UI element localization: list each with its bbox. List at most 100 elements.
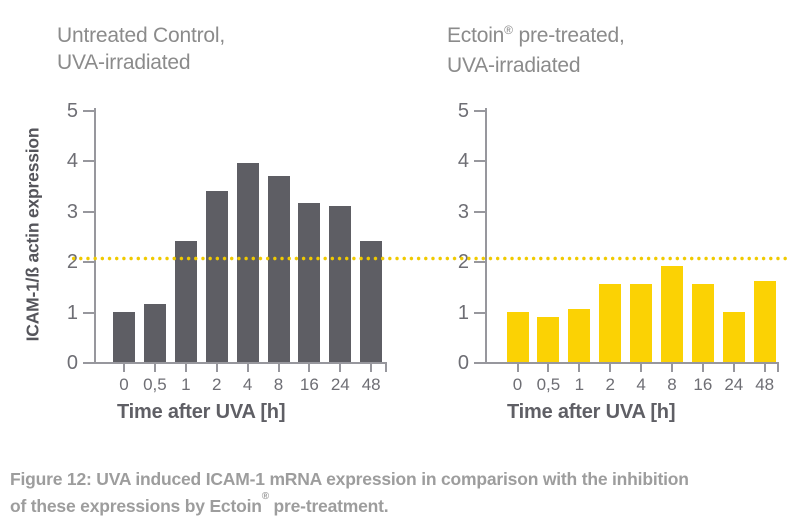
- right-chart-x-tick-label: 16: [693, 375, 713, 394]
- left-chart-x-tick: [370, 364, 373, 372]
- left-chart-bar: [360, 241, 383, 362]
- right-chart-bar: [568, 309, 591, 362]
- right-chart-y-axis: [485, 108, 487, 364]
- right-chart-y-tick-label: 4: [457, 150, 469, 173]
- left-chart-y-tick-label: 1: [66, 301, 78, 324]
- right-chart-y-tick-label: 3: [457, 200, 469, 223]
- left-chart-x-tick: [308, 364, 311, 372]
- left-chart-x-tick: [246, 364, 249, 372]
- registered-trademark-symbol: ®: [504, 23, 513, 37]
- right-chart-title-line2: UVA-irradiated: [447, 54, 581, 77]
- left-chart-x-tick-label: 2: [211, 375, 222, 394]
- right-chart-bar: [506, 311, 529, 362]
- right-chart-bar: [722, 311, 745, 362]
- right-chart-x-tick: [516, 364, 519, 372]
- right-chart-x-tick: [701, 364, 704, 372]
- right-chart-y-tick-label: 1: [457, 301, 469, 324]
- right-chart-x-tick-label: 48: [755, 375, 775, 394]
- right-chart-title-rest: pre-treated,: [512, 24, 625, 47]
- left-x-axis-title: Time after UVA [h]: [117, 401, 286, 423]
- left-chart-x-tick-label: 8: [273, 375, 284, 394]
- left-chart-y-tick: [83, 160, 94, 163]
- left-chart-y-tick: [83, 110, 94, 112]
- left-chart-x-tick: [277, 364, 280, 372]
- left-chart-y-tick: [83, 210, 94, 213]
- left-chart-x-tick-label: 0,5: [143, 375, 167, 394]
- brand-name: Ectoin: [447, 24, 505, 47]
- right-chart-x-tick-label: 8: [667, 375, 677, 394]
- right-x-axis-title: Time after UVA [h]: [507, 401, 676, 423]
- right-chart-bar: [630, 283, 653, 362]
- left-chart-x-tick-label: 48: [361, 375, 381, 394]
- right-chart-x-tick-label: 4: [636, 375, 646, 394]
- registered-trademark-symbol: ®: [261, 491, 269, 502]
- right-chart-y-tick-label: 5: [457, 100, 469, 122]
- left-chart-y-tick-label: 5: [66, 100, 78, 122]
- right-chart-y-tick-label: 2: [457, 251, 469, 274]
- right-chart-title: Ectoin® pre-treated, UVA-irradiated: [447, 22, 625, 79]
- right-chart-x-tick: [640, 364, 643, 372]
- left-chart-y-tick-label: 2: [66, 251, 78, 274]
- left-chart-bar: [143, 304, 166, 362]
- right-chart-x-tick-label: 2: [605, 375, 615, 394]
- right-chart-y-tick: [474, 210, 485, 213]
- left-chart-x-tick-label: 4: [242, 375, 253, 394]
- left-chart-y-axis: [94, 108, 96, 364]
- left-chart-y-tick: [83, 311, 94, 314]
- left-chart-x-axis: [94, 362, 387, 364]
- right-chart-title-line1: Ectoin® pre-treated,: [447, 22, 625, 52]
- left-chart-bar: [267, 175, 290, 362]
- left-chart-title-line2: UVA-irradiated: [57, 51, 191, 74]
- left-chart-x-tick: [123, 364, 125, 372]
- left-chart-bar: [329, 205, 352, 362]
- left-chart-y-tick-label: 0: [66, 352, 78, 374]
- left-chart-x-tick-label: 0: [119, 375, 129, 394]
- right-chart-x-tick-label: 0: [512, 375, 523, 394]
- right-chart-bar: [753, 281, 776, 362]
- right-chart-y-tick: [474, 311, 485, 314]
- left-chart-y-tick-label: 4: [66, 150, 78, 173]
- right-chart-bar: [691, 283, 714, 362]
- left-chart-bar: [236, 162, 259, 362]
- figure-caption: Figure 12: UVA induced ICAM-1 mRNA expre…: [10, 468, 794, 516]
- right-chart-y-tick: [474, 362, 485, 364]
- left-chart-x-tick: [184, 364, 187, 372]
- right-chart-y-tick: [474, 110, 485, 112]
- right-chart-x-tick-label: 1: [574, 375, 585, 394]
- caption-line2-pre: of these expressions by Ectoin: [10, 495, 262, 516]
- left-chart-x-tick-label: 1: [181, 375, 191, 394]
- right-chart-bar: [661, 266, 683, 362]
- right-chart-x-tick-label: 24: [724, 375, 744, 394]
- right-chart-x-tick-label: 0,5: [536, 375, 561, 394]
- left-chart-bar: [113, 311, 135, 362]
- left-chart-title: Untreated Control, UVA-irradiated: [57, 22, 225, 76]
- right-chart-y-tick: [474, 160, 485, 163]
- caption-line2: of these expressions by Ectoin® pre-trea…: [10, 491, 794, 516]
- right-chart-y-tick-label: 0: [457, 352, 469, 374]
- reference-threshold-line: [70, 255, 790, 261]
- left-chart-y-tick: [83, 261, 94, 264]
- right-chart-x-tick: [671, 364, 673, 372]
- caption-line2-post: pre-treatment.: [268, 495, 389, 516]
- right-chart-y-tick: [474, 261, 485, 264]
- left-chart-x-tick-label: 24: [330, 375, 350, 394]
- left-chart-x-tick: [215, 364, 218, 372]
- right-chart-x-tick: [547, 364, 550, 372]
- y-axis-label: ICAM-1/ß actin expression: [22, 127, 43, 342]
- right-chart-x-tick: [732, 364, 735, 372]
- left-chart-bar: [174, 241, 197, 362]
- left-chart-bar: [298, 203, 321, 362]
- left-chart-x-tick: [153, 364, 156, 372]
- left-chart-x-axis-end-tick: [385, 364, 387, 372]
- left-chart-bar: [205, 190, 228, 362]
- right-chart-bar: [537, 316, 560, 362]
- left-chart-title-line1: Untreated Control,: [57, 24, 225, 47]
- left-chart-x-tick: [339, 364, 342, 372]
- right-chart-x-tick: [609, 364, 612, 372]
- right-chart-bar: [599, 283, 622, 362]
- left-chart-y-tick-label: 3: [66, 200, 78, 223]
- left-chart-x-tick-label: 16: [299, 375, 319, 394]
- left-chart-y-tick: [83, 362, 94, 364]
- caption-line1: Figure 12: UVA induced ICAM-1 mRNA expre…: [10, 469, 689, 489]
